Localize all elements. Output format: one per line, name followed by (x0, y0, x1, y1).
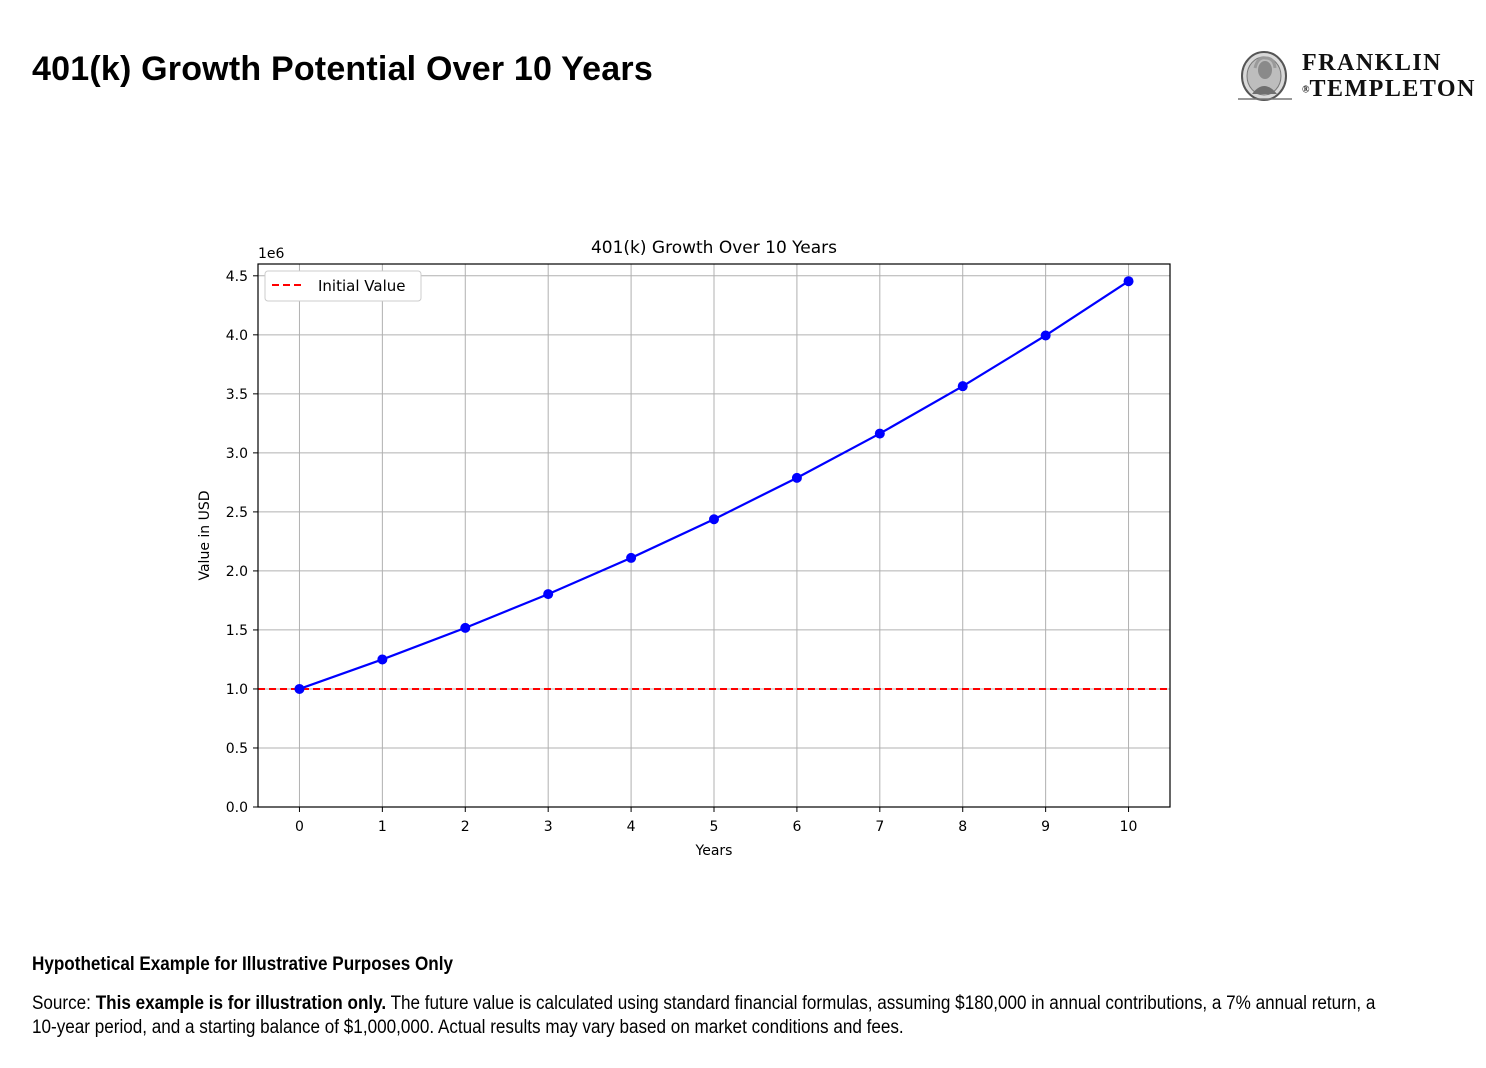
data-point (294, 683, 305, 694)
x-tick-label: 0 (295, 819, 304, 835)
y-tick-label: 3.5 (226, 387, 248, 403)
portrait-seal-icon (1238, 51, 1292, 101)
series-layer (294, 276, 1134, 694)
y-axis-label: Value in USD (197, 490, 213, 580)
legend-label-initial-value: Initial Value (318, 277, 405, 295)
source-note: Source: This example is for illustration… (32, 992, 1400, 1040)
x-tick-label: 9 (1041, 819, 1050, 835)
page-title: 401(k) Growth Potential Over 10 Years (32, 50, 653, 88)
disclaimer-heading: Hypothetical Example for Illustrative Pu… (32, 954, 453, 975)
x-tick-label: 2 (461, 819, 470, 835)
data-point (874, 428, 885, 439)
chart-title: 401(k) Growth Over 10 Years (591, 238, 837, 258)
y-tick-label: 2.0 (226, 564, 248, 580)
y-tick-label: 1.0 (226, 682, 248, 698)
source-body-text: The future value is calculated using sta… (32, 993, 1376, 1038)
x-tick-label: 4 (627, 819, 636, 835)
y-tick-label: 2.5 (226, 505, 248, 521)
chart-svg: 0 1 2 3 4 5 6 7 8 9 10 0.0 0.5 1.0 1.5 2.0 2.5 3.0 3.5 4.0 4… (197, 238, 1171, 859)
brand-line-2: TEMPLETON (1309, 76, 1476, 102)
source-bold-text: This example is for illustration only. (95, 993, 387, 1014)
x-tick-label: 1 (378, 819, 387, 835)
data-point (957, 381, 968, 392)
x-tick-label: 5 (710, 819, 719, 835)
x-tick-label: 3 (544, 819, 553, 835)
y-axis-offset-label: 1e6 (258, 246, 285, 262)
x-tick-label: 7 (875, 819, 884, 835)
source-label: Source: (32, 993, 96, 1014)
data-point (543, 589, 554, 600)
legend: Initial Value (264, 270, 422, 302)
data-point (709, 514, 719, 525)
x-tick-label: 6 (792, 819, 801, 835)
data-point (460, 622, 471, 633)
footer: Hypothetical Example for Illustrative Pu… (32, 954, 1452, 1040)
franklin-templeton-logo: FRANKLIN ®TEMPLETON (1236, 50, 1476, 102)
brand-line-1: FRANKLIN (1302, 50, 1443, 76)
data-point (626, 552, 637, 563)
data-point (377, 654, 388, 665)
y-tick-label: 4.0 (226, 328, 248, 344)
data-point (1040, 330, 1051, 341)
y-tick-label: 0.0 (226, 800, 248, 816)
registered-mark: ® (1302, 84, 1310, 96)
data-point (791, 472, 802, 483)
x-tick-label: 8 (958, 819, 967, 835)
y-tick-label: 1.5 (226, 623, 248, 639)
x-tick-label: 10 (1120, 819, 1138, 835)
growth-chart: 0 1 2 3 4 5 6 7 8 9 10 0.0 0.5 1.0 1.5 2.0 2.5 3.0 3.5 4.0 4… (180, 225, 1190, 865)
grid-layer (258, 264, 1170, 808)
y-tick-label: 3.0 (226, 446, 248, 462)
data-point (1123, 276, 1134, 287)
y-tick-label: 4.5 (226, 269, 248, 285)
y-tick-label: 0.5 (226, 741, 248, 757)
tick-layer: 0 1 2 3 4 5 6 7 8 9 10 0.0 0.5 1.0 1.5 2.0 2.5 3.0 3.5 4.0 4… (226, 269, 1138, 835)
x-axis-label: Years (695, 843, 733, 859)
legend-box (264, 270, 422, 302)
